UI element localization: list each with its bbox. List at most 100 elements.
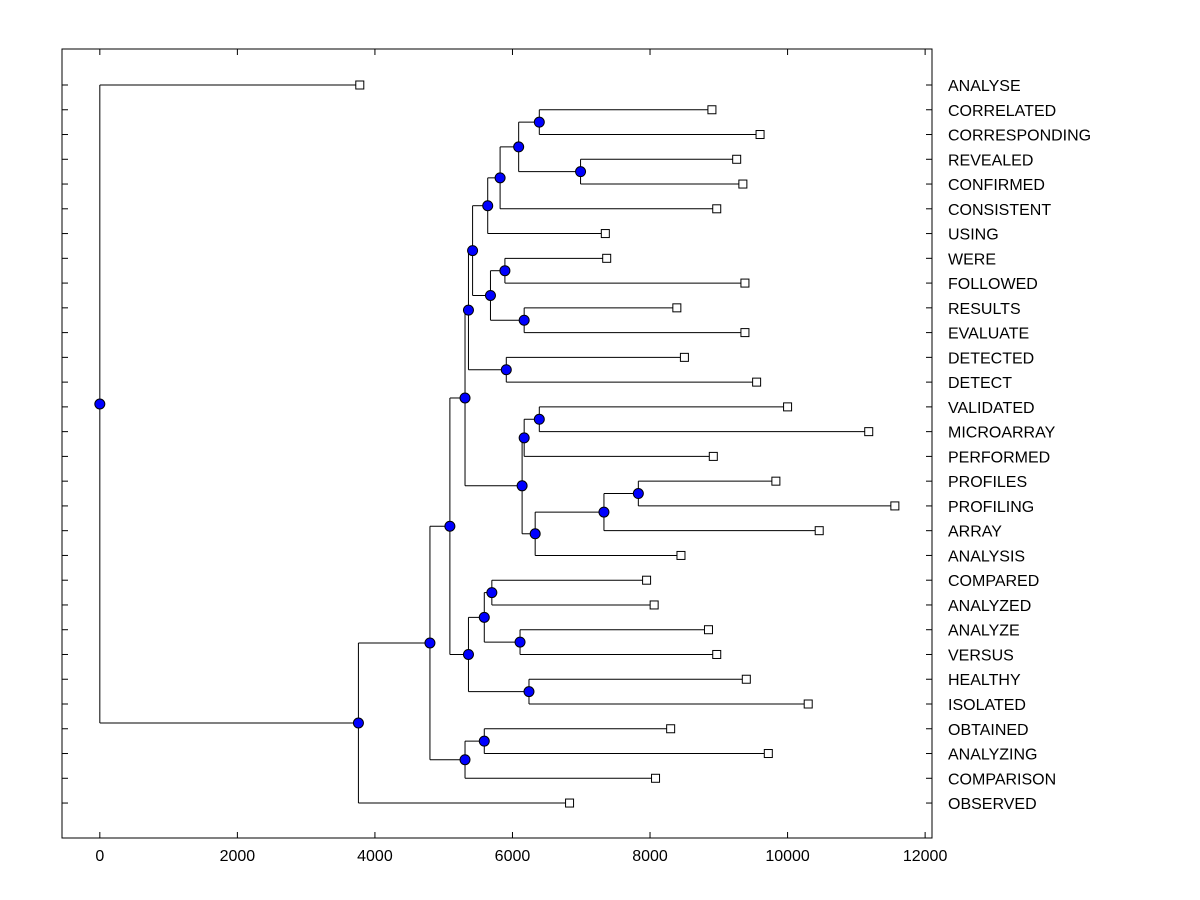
x-axis: 0 2000 4000 6000 8000 10000 12000 (95, 49, 947, 865)
merge-node (513, 141, 525, 153)
leaf-label: EVALUATE (948, 326, 1029, 343)
leaf-marker (752, 377, 762, 387)
x-tick-label: 4000 (357, 848, 393, 865)
merge-node (529, 528, 541, 540)
x-tick-label: 2000 (220, 848, 256, 865)
merge-node (94, 398, 106, 410)
merge-node (462, 304, 474, 316)
leaf-label: OBTAINED (948, 722, 1029, 739)
leaf-marker (763, 749, 773, 759)
leaf-marker (803, 699, 813, 709)
leaf-marker (740, 278, 750, 288)
leaf-marker (864, 427, 874, 437)
leaf-marker (649, 600, 659, 610)
leaf-label: PERFORMED (948, 449, 1050, 466)
leaf-label: ARRAY (948, 524, 1002, 541)
leaf-marker (672, 303, 682, 313)
leaf-marker (651, 773, 661, 783)
merge-node (484, 289, 496, 301)
leaf-marker (890, 501, 900, 511)
leaf-marker (679, 352, 689, 362)
node-markers (94, 116, 644, 766)
y-ticks (62, 84, 932, 804)
leaf-label: OBSERVED (948, 796, 1037, 813)
leaf-marker (755, 130, 765, 140)
leaf-marker (738, 179, 748, 189)
merge-node (444, 520, 456, 532)
merge-node (514, 636, 526, 648)
merge-node (533, 413, 545, 425)
leaf-label: COMPARISON (948, 771, 1056, 788)
x-tick-label: 8000 (632, 848, 668, 865)
leaf-label: WERE (948, 251, 996, 268)
x-tick-label: 6000 (495, 848, 531, 865)
leaf-label: VALIDATED (948, 400, 1035, 417)
leaf-label: VERSUS (948, 647, 1014, 664)
leaf-marker (712, 649, 722, 659)
merge-node (478, 735, 490, 747)
merge-node (459, 754, 471, 766)
merge-node (467, 245, 479, 257)
leaf-markers (355, 80, 900, 808)
leaf-label: ISOLATED (948, 697, 1026, 714)
merge-node (533, 116, 545, 128)
leaf-label: ANALYSIS (948, 548, 1025, 565)
leaf-label: CONSISTENT (948, 202, 1051, 219)
leaf-marker (600, 229, 610, 239)
leaf-marker (708, 451, 718, 461)
leaf-label: PROFILES (948, 474, 1027, 491)
leaf-marker (771, 476, 781, 486)
merge-node (575, 166, 587, 178)
leaf-marker (732, 154, 742, 164)
leaf-label: DETECT (948, 375, 1012, 392)
merge-node (459, 392, 471, 404)
leaf-label: ANALYZED (948, 598, 1031, 615)
leaf-marker (666, 724, 676, 734)
merge-node (462, 648, 474, 660)
merge-node (478, 611, 490, 623)
leaf-marker (740, 328, 750, 338)
merge-node (482, 200, 494, 212)
leaf-label: ANALYSE (948, 78, 1021, 95)
leaf-label: PROFILING (948, 499, 1034, 516)
merge-node (499, 265, 511, 277)
plot-frame (61, 48, 933, 839)
leaf-labels: ANALYSE CORRELATED CORRESPONDING REVEALED CO… (948, 78, 1091, 813)
leaf-marker (783, 402, 793, 412)
leaf-label: CORRELATED (948, 103, 1056, 120)
merge-node (494, 172, 506, 184)
leaf-label: ANALYZE (948, 623, 1020, 640)
leaf-label: ANALYZING (948, 747, 1038, 764)
leaf-label: HEALTHY (948, 672, 1021, 689)
leaf-marker (707, 105, 717, 115)
merge-node (598, 506, 610, 518)
leaf-label: USING (948, 227, 999, 244)
leaf-label: COMPARED (948, 573, 1039, 590)
leaf-label: CONFIRMED (948, 177, 1045, 194)
merge-node (516, 480, 528, 492)
leaf-label: FOLLOWED (948, 276, 1038, 293)
leaf-marker (741, 674, 751, 684)
merge-node (523, 686, 535, 698)
leaf-label: RESULTS (948, 301, 1021, 318)
merge-node (424, 637, 436, 649)
leaf-marker (642, 575, 652, 585)
merge-node (518, 432, 530, 444)
merge-node (518, 314, 530, 326)
x-tick-label: 12000 (903, 848, 948, 865)
leaf-marker (712, 204, 722, 214)
leaf-marker (355, 80, 365, 90)
leaf-label: DETECTED (948, 350, 1034, 367)
leaf-marker (676, 550, 686, 560)
leaf-marker (602, 253, 612, 263)
leaf-label: CORRESPONDING (948, 128, 1091, 145)
leaf-marker (814, 526, 824, 536)
leaf-label: MICROARRAY (948, 425, 1056, 442)
merge-node (352, 717, 364, 729)
leaf-label: REVEALED (948, 152, 1033, 169)
merge-node (486, 587, 498, 599)
leaf-marker (565, 798, 575, 808)
x-tick-label: 10000 (765, 848, 810, 865)
x-tick-label: 0 (95, 848, 104, 865)
